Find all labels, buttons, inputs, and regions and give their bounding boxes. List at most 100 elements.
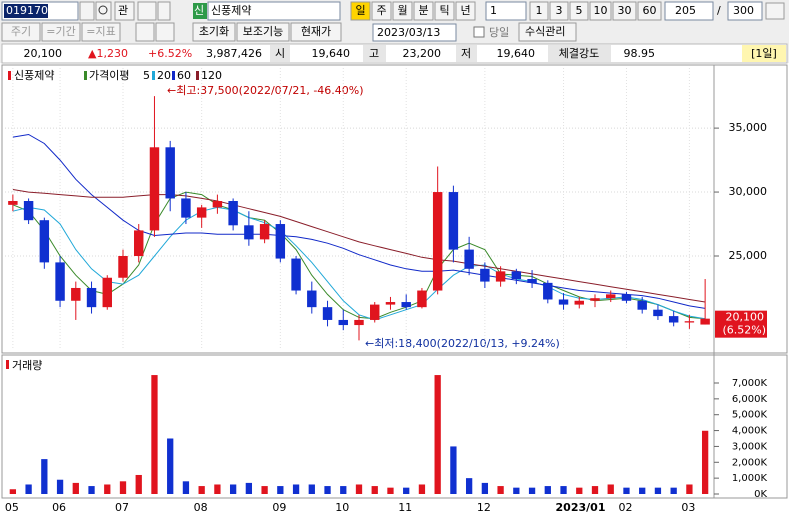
tab-label: =기간 bbox=[46, 25, 75, 38]
code: 019170 bbox=[6, 4, 48, 17]
x-tick-label: 02 bbox=[618, 501, 632, 514]
y-tick-label: 30,000 bbox=[729, 185, 768, 198]
x-tick-label: 2023/01 bbox=[556, 501, 606, 514]
volume-bar bbox=[513, 487, 520, 494]
period: [1일] bbox=[751, 46, 777, 60]
moving-average bbox=[12, 206, 706, 321]
volume-bar bbox=[434, 375, 441, 494]
volume-panel bbox=[1, 354, 788, 499]
volume-bar bbox=[261, 486, 268, 494]
cell bbox=[456, 45, 477, 62]
strength-label: 체결강도 bbox=[559, 47, 599, 60]
candle-body bbox=[102, 277, 112, 308]
zoom-button[interactable] bbox=[155, 22, 175, 42]
minute-button[interactable] bbox=[612, 1, 637, 21]
settings-button[interactable] bbox=[765, 2, 785, 20]
volume-bar bbox=[528, 487, 536, 494]
low-label: 저 bbox=[461, 47, 471, 60]
volume-bar bbox=[686, 484, 693, 494]
candle-body bbox=[39, 220, 50, 263]
candle-body bbox=[495, 271, 506, 282]
last-price: 20,100 bbox=[726, 311, 765, 324]
candle-body bbox=[668, 316, 679, 323]
formula-button[interactable] bbox=[518, 22, 577, 42]
tab-button[interactable] bbox=[41, 22, 81, 42]
candle-body bbox=[244, 225, 254, 240]
volume-tick-label: 5,000K bbox=[732, 410, 768, 421]
count-box[interactable] bbox=[664, 1, 714, 21]
stock-name-box[interactable] bbox=[207, 1, 341, 21]
legend-swatch bbox=[196, 71, 199, 80]
price: 20,100 bbox=[24, 47, 63, 60]
cell bbox=[548, 45, 611, 62]
high: 23,200 bbox=[403, 47, 442, 60]
volume-bar bbox=[245, 482, 253, 494]
candle-body bbox=[653, 309, 663, 317]
date-box[interactable] bbox=[372, 23, 457, 42]
x-tick-label: 06 bbox=[52, 501, 66, 514]
volume-bar bbox=[403, 487, 410, 494]
volume-bar bbox=[450, 446, 457, 494]
candle-body bbox=[590, 298, 600, 301]
high-label: 고 bbox=[369, 47, 379, 60]
minute-button[interactable] bbox=[549, 1, 569, 21]
today: 당일 bbox=[489, 25, 509, 39]
candle-body bbox=[574, 300, 584, 305]
tag-button[interactable] bbox=[114, 1, 135, 21]
stock-name: 신풍제약 bbox=[211, 3, 251, 17]
button[interactable] bbox=[236, 22, 290, 42]
period-button[interactable] bbox=[455, 1, 476, 21]
minute-button[interactable] bbox=[569, 1, 589, 21]
search[interactable] bbox=[95, 1, 112, 21]
volume-bar bbox=[544, 486, 551, 494]
rate: +6.52% bbox=[148, 47, 192, 60]
legend-label: 120 bbox=[201, 69, 222, 82]
volume-bar bbox=[135, 474, 142, 494]
x-tick-label: 11 bbox=[398, 501, 412, 514]
minute-button[interactable] bbox=[529, 1, 549, 21]
volume-bar bbox=[182, 481, 190, 494]
total: 300 bbox=[733, 4, 754, 17]
total-box[interactable] bbox=[727, 1, 763, 21]
volume-bar bbox=[324, 486, 331, 494]
button[interactable] bbox=[192, 22, 236, 42]
candle-body bbox=[212, 201, 223, 208]
period-button[interactable] bbox=[413, 1, 434, 21]
minute-button[interactable] bbox=[637, 1, 662, 21]
volume-bar bbox=[654, 487, 662, 494]
volume-bar bbox=[198, 486, 205, 494]
volume-bar bbox=[591, 486, 599, 494]
x-tick-label: 08 bbox=[194, 501, 208, 514]
x-tick-label: 10 bbox=[335, 501, 349, 514]
candle-body bbox=[448, 192, 459, 250]
candle-body bbox=[543, 282, 553, 300]
volume-bar bbox=[104, 484, 111, 494]
button[interactable] bbox=[290, 22, 342, 42]
period-button[interactable] bbox=[350, 1, 371, 21]
legend-label: 60 bbox=[177, 69, 191, 82]
legend-swatch bbox=[8, 71, 11, 80]
volume-bar bbox=[88, 486, 95, 494]
volume-bar bbox=[340, 486, 347, 494]
period-button[interactable] bbox=[392, 1, 413, 21]
candle-body bbox=[370, 304, 380, 320]
volume-bar bbox=[560, 486, 567, 494]
minute-button[interactable] bbox=[589, 1, 612, 21]
dropdown[interactable] bbox=[79, 1, 95, 21]
volume-bar bbox=[9, 489, 17, 494]
tab-button[interactable] bbox=[1, 22, 41, 42]
candle-body bbox=[700, 318, 710, 325]
icon-button[interactable] bbox=[137, 1, 157, 21]
period-button[interactable] bbox=[371, 1, 392, 21]
interval-box[interactable] bbox=[485, 1, 527, 21]
today-checkbox[interactable] bbox=[473, 26, 485, 38]
volume-bar bbox=[623, 487, 630, 494]
price-panel bbox=[1, 64, 788, 354]
spin-button[interactable] bbox=[157, 1, 171, 21]
tab-button[interactable] bbox=[81, 22, 121, 42]
period-button[interactable] bbox=[434, 1, 455, 21]
cross-button[interactable] bbox=[135, 22, 155, 42]
candle-body bbox=[71, 287, 81, 301]
candle-body bbox=[417, 290, 427, 308]
